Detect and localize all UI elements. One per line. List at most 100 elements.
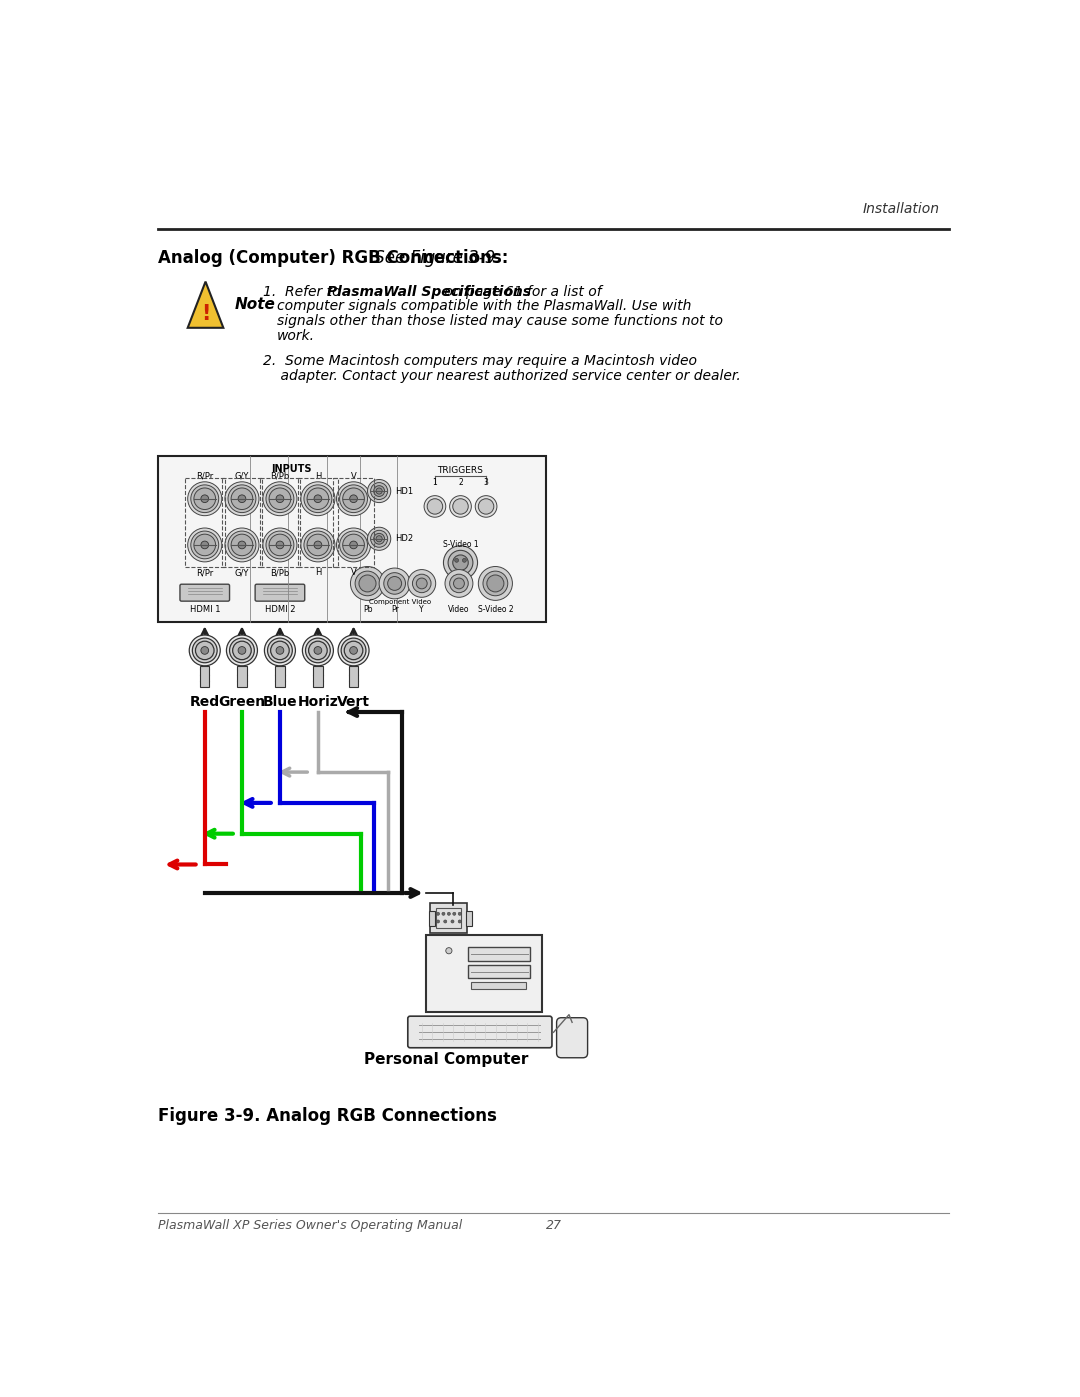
Circle shape [413,574,431,592]
Circle shape [453,912,456,915]
Circle shape [453,499,469,514]
Text: H: H [314,569,321,577]
Circle shape [374,534,384,545]
Text: PlasmaWall XP Series Owner's Operating Manual: PlasmaWall XP Series Owner's Operating M… [159,1220,462,1232]
Circle shape [188,528,221,562]
Circle shape [314,541,322,549]
Circle shape [238,495,246,503]
Circle shape [192,638,217,662]
Text: B/Pb: B/Pb [270,472,289,481]
Circle shape [475,496,497,517]
Text: 1.  Refer to: 1. Refer to [262,285,345,299]
Circle shape [383,573,405,594]
Circle shape [238,647,246,654]
Circle shape [225,528,259,562]
Circle shape [444,546,477,580]
Bar [426,936,542,1013]
Bar [334,478,374,567]
Bar [159,457,545,622]
Text: R/Pr: R/Pr [197,569,214,577]
Circle shape [416,578,428,588]
Circle shape [303,485,332,513]
Bar [221,478,262,567]
Bar [260,478,300,567]
Circle shape [376,488,382,495]
Circle shape [231,534,253,556]
Circle shape [276,647,284,654]
Text: 2.  Some Macintosh computers may require a Macintosh video: 2. Some Macintosh computers may require … [262,353,697,367]
Circle shape [194,534,216,556]
Text: Figure 3-9. Analog RGB Connections: Figure 3-9. Analog RGB Connections [159,1106,497,1125]
Text: Installation: Installation [863,203,940,217]
Circle shape [388,577,402,591]
Text: V: V [351,472,356,481]
Circle shape [338,636,369,666]
Circle shape [341,638,366,662]
Circle shape [428,499,443,514]
Circle shape [269,488,291,510]
Circle shape [268,638,293,662]
Polygon shape [188,282,224,328]
Circle shape [262,528,297,562]
Text: Green: Green [218,696,266,710]
Circle shape [345,641,363,659]
Text: 27: 27 [545,1220,562,1232]
Text: 2: 2 [458,478,463,488]
Circle shape [201,647,208,654]
Circle shape [302,636,334,666]
Text: work.: work. [276,328,315,342]
Text: 1: 1 [433,478,437,488]
Circle shape [487,576,504,592]
Circle shape [447,912,450,915]
Circle shape [350,567,384,601]
Circle shape [458,912,461,915]
Bar [429,911,435,926]
Text: V: V [351,569,356,577]
Circle shape [195,641,214,659]
Circle shape [339,531,367,559]
Circle shape [483,571,508,595]
Text: HDMI 2: HDMI 2 [265,605,295,615]
Bar [275,666,284,687]
FancyBboxPatch shape [180,584,230,601]
Text: Note: Note [234,298,275,312]
Text: Y: Y [419,605,424,615]
Circle shape [367,527,391,550]
Circle shape [201,495,208,503]
Text: Blue: Blue [262,696,297,710]
Circle shape [314,647,322,654]
Circle shape [379,569,410,599]
Circle shape [339,485,367,513]
Bar [471,982,526,989]
Text: computer signals compatible with the PlasmaWall. Use with: computer signals compatible with the Pla… [276,299,691,313]
Circle shape [436,921,440,923]
Bar [436,908,461,928]
Circle shape [276,541,284,549]
Circle shape [446,947,451,954]
Circle shape [231,488,253,510]
Circle shape [301,528,335,562]
Circle shape [458,921,461,923]
Circle shape [194,488,216,510]
Text: Pb: Pb [363,605,373,615]
Circle shape [191,531,218,559]
Text: H: H [314,472,321,481]
FancyBboxPatch shape [430,902,468,933]
Text: Personal Computer: Personal Computer [364,1052,528,1066]
Text: Horiz: Horiz [297,696,338,710]
Circle shape [266,531,294,559]
Text: 3: 3 [484,478,488,488]
Circle shape [350,495,357,503]
Text: B/Pb: B/Pb [270,569,289,577]
Circle shape [444,921,447,923]
Text: R/Pr: R/Pr [197,472,214,481]
Circle shape [189,636,220,666]
FancyBboxPatch shape [255,584,305,601]
Circle shape [276,495,284,503]
Circle shape [436,912,440,915]
Circle shape [451,921,454,923]
Text: Video: Video [448,605,470,615]
Text: Analog (Computer) RGB Connections:: Analog (Computer) RGB Connections: [159,249,509,267]
Circle shape [462,559,467,562]
Circle shape [478,567,512,601]
